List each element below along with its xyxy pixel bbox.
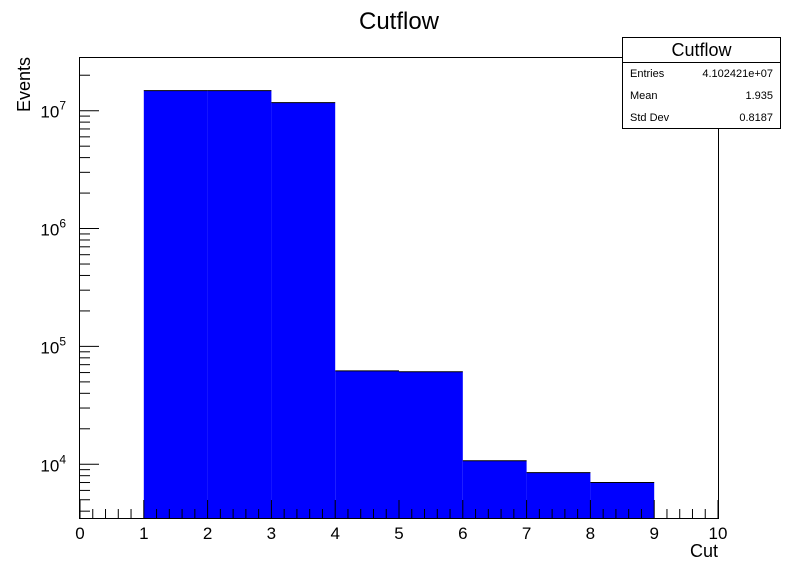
- y-tick-label: 104: [40, 452, 66, 475]
- stats-label: Entries: [630, 68, 665, 80]
- x-axis-ticks: 0 1 2 3 4 5 6 7 8 9 10: [75, 500, 727, 543]
- y-tick-label: 106: [40, 217, 66, 240]
- y-axis-label: Events: [14, 57, 34, 112]
- x-tick-label: 1: [139, 524, 148, 543]
- histogram-bin: [399, 371, 463, 518]
- histogram-bin: [335, 370, 399, 518]
- stats-row-stddev: Std Dev 0.8187: [623, 107, 780, 129]
- x-tick-label: 3: [267, 524, 276, 543]
- x-tick-label: 6: [458, 524, 467, 543]
- stats-title: Cutflow: [623, 38, 780, 63]
- stats-row-entries: Entries 4.102421e+07: [623, 63, 780, 85]
- histogram-bars: [143, 90, 655, 519]
- x-tick-label: 0: [75, 524, 84, 543]
- x-tick-label: 2: [203, 524, 212, 543]
- histogram-bin: [143, 90, 208, 518]
- stats-row-mean: Mean 1.935: [623, 85, 780, 107]
- stats-label: Std Dev: [630, 112, 670, 124]
- stats-value: 0.8187: [739, 112, 773, 124]
- histogram-bin: [207, 90, 272, 518]
- stats-value: 4.102421e+07: [702, 68, 773, 80]
- y-axis-ticks: 104 105 106 107: [40, 74, 99, 512]
- plot-frame: [79, 57, 719, 519]
- x-tick-label: 5: [394, 524, 403, 543]
- stats-value: 1.935: [745, 90, 773, 102]
- histogram-bin: [590, 482, 655, 518]
- histogram-bin: [462, 460, 527, 518]
- y-tick-label: 105: [40, 334, 66, 357]
- histogram-bin: [271, 102, 336, 519]
- x-tick-label: 8: [586, 524, 595, 543]
- y-tick-label: 107: [40, 99, 66, 122]
- x-tick-label: 7: [522, 524, 531, 543]
- stats-box: Cutflow Entries 4.102421e+07 Mean 1.935 …: [622, 37, 781, 129]
- x-tick-label: 9: [649, 524, 658, 543]
- histogram-bin: [526, 472, 591, 518]
- x-tick-label: 4: [330, 524, 339, 543]
- x-tick-label: 10: [709, 524, 728, 543]
- stats-label: Mean: [630, 90, 658, 102]
- x-axis-label: Cut: [690, 541, 718, 561]
- chart-title: Cutflow: [359, 8, 440, 35]
